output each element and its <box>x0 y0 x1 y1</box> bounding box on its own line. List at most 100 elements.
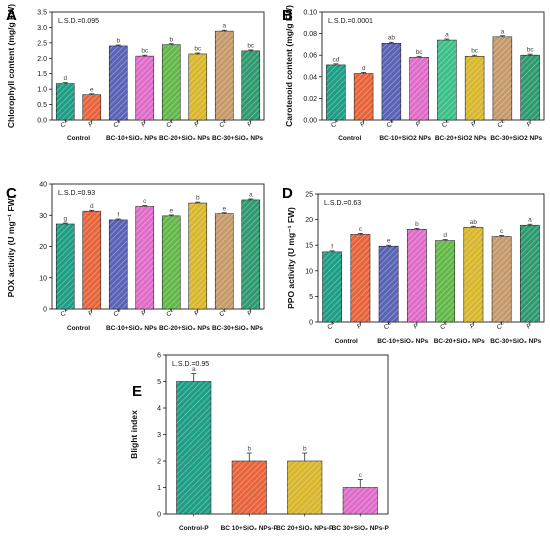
category-label: CC <box>495 320 506 331</box>
plot-frame <box>317 193 545 323</box>
category-label: CC <box>165 118 176 129</box>
category-label: P <box>88 121 95 129</box>
group-label: Control <box>67 325 90 332</box>
category-label: CC <box>441 118 452 129</box>
y-tick-label: 1 <box>157 485 161 492</box>
category-label: P <box>247 310 254 318</box>
significance-letter: a <box>501 28 505 35</box>
category-label: BC 20+SiO₂ NPs-P <box>276 525 334 532</box>
y-tick-label: 0.5 <box>37 102 47 109</box>
panel-b: 0.00 0.02 0.04 0.06 0.08 0.10 Carotenoid conte… <box>282 5 545 142</box>
significance-letter: bc <box>194 46 202 53</box>
group-label: BC-20+SiO₂ NPs <box>159 325 210 332</box>
y-tick-label: 3.0 <box>37 25 47 32</box>
group-label: BC-10+SiO2 NPs <box>379 135 431 142</box>
category-label: P <box>356 323 363 331</box>
significance-letter: b <box>196 195 200 202</box>
significance-letter: d <box>443 232 447 239</box>
group-label: BC-10+SiO₂ NPs <box>106 135 157 142</box>
bar-hatch <box>215 31 234 121</box>
category-label: P <box>88 310 95 318</box>
y-tick-label: 5 <box>157 379 161 386</box>
y-tick-label: 0.02 <box>303 96 317 103</box>
bar-hatch <box>437 40 457 120</box>
bar-hatch <box>135 206 154 309</box>
y-axis-label: PPO activity (U mg⁻¹ FW) <box>286 207 296 309</box>
bar-hatch <box>354 73 374 120</box>
group-label: BC-20+SiO₂ NPs <box>159 135 210 142</box>
group-label: BC-30+SiO2 NPs <box>490 135 542 142</box>
significance-letter: cd <box>332 56 339 63</box>
significance-letter: a <box>528 217 532 224</box>
category-label: CC <box>439 320 450 331</box>
significance-letter: b <box>247 446 251 453</box>
significance-letter: b <box>415 221 419 228</box>
bar-hatch <box>162 215 181 309</box>
y-tick-label: 30 <box>39 213 47 220</box>
significance-letter: bc <box>527 47 535 54</box>
lsd-annotation: L.S.D.=0.63 <box>324 200 361 207</box>
category-label: CA <box>59 307 70 318</box>
bar-hatch <box>232 461 267 514</box>
lsd-annotation: L.S.D.=0.95 <box>172 361 209 368</box>
bar-hatch <box>343 487 378 514</box>
panel-letter: A <box>6 7 17 24</box>
category-label: BC 10+SiO₂ NPs-P <box>221 525 279 532</box>
y-tick-label: 0 <box>43 307 47 314</box>
significance-letter: c <box>359 472 363 479</box>
category-label: CC <box>218 118 229 129</box>
category-label: P <box>526 121 533 129</box>
category-label: CB <box>112 118 123 129</box>
group-label: BC-10+SiO₂ NPs <box>106 325 157 332</box>
category-label: CA <box>326 320 337 331</box>
y-tick-label: 0.0 <box>37 118 47 125</box>
y-tick-label: 10 <box>305 268 313 275</box>
y-tick-label: 0.04 <box>303 74 317 81</box>
panel-letter: C <box>6 185 17 202</box>
category-label: CC <box>165 307 176 318</box>
category-label: P <box>526 323 533 331</box>
category-label: CB <box>385 118 396 129</box>
significance-letter: ab <box>470 219 478 226</box>
panel-letter: D <box>282 185 293 202</box>
bar-hatch <box>409 57 429 120</box>
lsd-annotation: L.S.D.=0.93 <box>58 190 95 197</box>
significance-letter: c <box>500 228 504 235</box>
lsd-annotation: L.S.D.=0.095 <box>58 18 99 25</box>
panel-letter: B <box>282 7 293 24</box>
significance-letter: bc <box>416 49 424 56</box>
y-tick-label: 20 <box>39 244 47 251</box>
category-label: CA <box>330 118 341 129</box>
category-label: P <box>194 121 201 129</box>
bar-hatch <box>176 381 211 514</box>
panel-d: 0 5 10 15 20 25 PPO activity (U mg⁻¹ FW) D L.S.D… <box>282 185 545 345</box>
y-tick-label: 3.5 <box>37 10 47 17</box>
category-label: P <box>194 310 201 318</box>
significance-letter: bc <box>247 42 255 49</box>
bar-hatch <box>492 236 512 322</box>
significance-letter: e <box>169 207 173 214</box>
y-tick-label: 0 <box>157 512 161 519</box>
y-tick-label: 20 <box>305 217 313 224</box>
bar-hatch <box>82 211 101 309</box>
panel-c: 0 10 20 30 40 POX activity (U mg⁻¹ FW)C L.S.D.… <box>6 182 265 332</box>
significance-letter: e <box>222 205 226 212</box>
bar-hatch <box>109 219 128 309</box>
panel-a: 0.0 0.5 1.0 1.5 2.0 2.5 3.0 3.5 Chlorophyll cont… <box>6 4 265 142</box>
bar-hatch <box>407 229 427 322</box>
y-axis-label: Chlorophyll content (mg/g FW) <box>6 4 16 128</box>
group-label: Control <box>335 338 358 345</box>
group-label: Control <box>338 135 361 142</box>
bar-hatch <box>82 94 101 120</box>
bar-hatch <box>162 44 181 120</box>
category-label: P <box>469 323 476 331</box>
y-tick-label: 2.5 <box>37 40 47 47</box>
category-label: P <box>413 323 420 331</box>
y-tick-label: 5 <box>309 294 313 301</box>
bar-hatch <box>520 55 540 121</box>
significance-letter: a <box>222 23 226 30</box>
y-axis-label: Carotenoid content (mg/g FW) <box>284 5 294 127</box>
bar-hatch <box>492 36 512 121</box>
bar-hatch <box>463 227 483 322</box>
